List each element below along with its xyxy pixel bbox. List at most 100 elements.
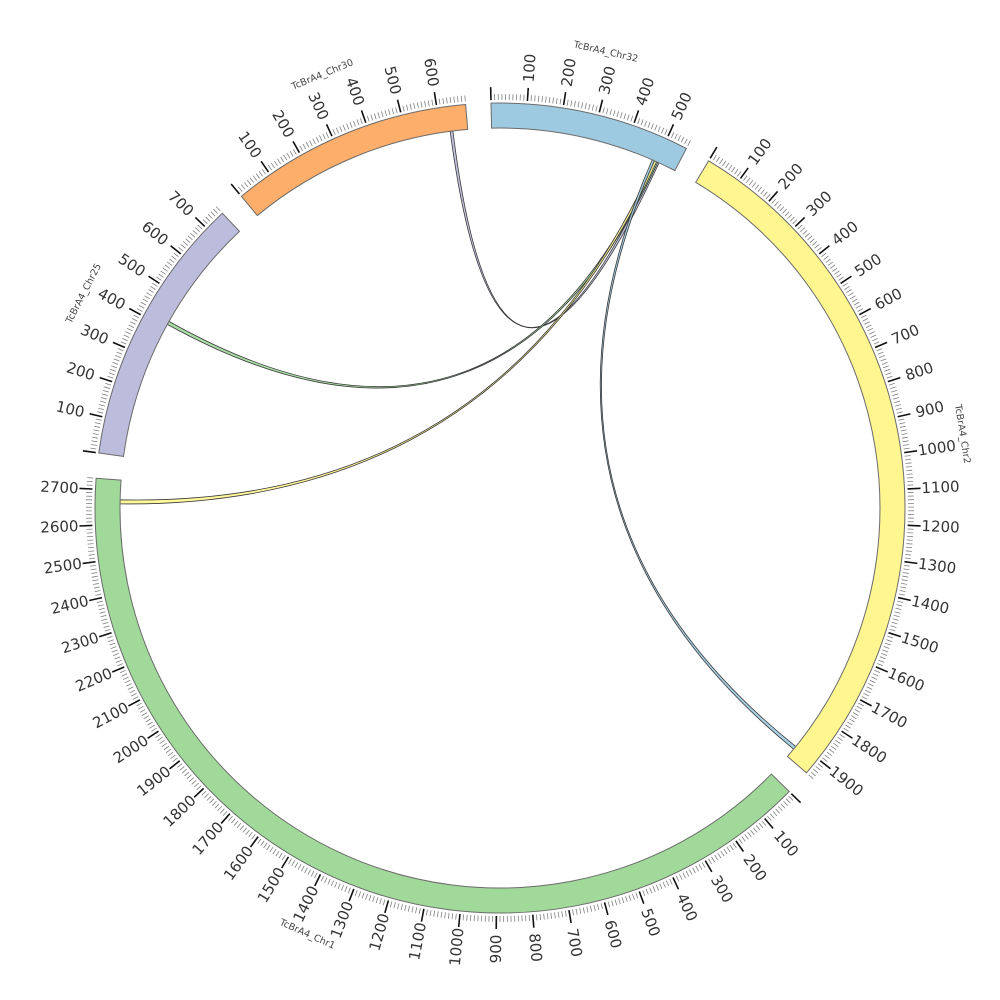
minor-tick (605, 108, 609, 115)
minor-tick (384, 110, 388, 117)
minor-tick (407, 905, 410, 912)
minor-tick (792, 219, 798, 225)
major-tick (531, 914, 535, 928)
minor-tick (258, 171, 263, 177)
minor-tick (113, 653, 119, 656)
minor-tick (602, 107, 605, 114)
tick-label: 500 (851, 250, 885, 281)
minor-tick (124, 679, 131, 684)
minor-tick (365, 893, 368, 900)
major-tick (672, 877, 680, 890)
minor-tick (107, 375, 114, 379)
minor-tick (102, 389, 109, 393)
minor-tick (354, 890, 358, 896)
minor-tick (337, 883, 341, 890)
minor-tick (802, 230, 808, 235)
minor-tick (726, 846, 731, 853)
major-tick (220, 813, 231, 824)
minor-tick (413, 103, 416, 110)
minor-tick (115, 659, 122, 663)
minor-tick (122, 338, 128, 342)
minor-tick (99, 611, 106, 614)
minor-tick (269, 846, 274, 853)
minor-tick (698, 864, 703, 870)
minor-tick (769, 813, 775, 819)
minor-tick (97, 411, 104, 414)
minor-tick (890, 625, 897, 628)
tick-label: 1300 (327, 899, 357, 941)
minor-tick (427, 100, 430, 107)
minor-tick (748, 179, 754, 186)
minor-tick (304, 867, 308, 874)
minor-tick (312, 138, 316, 145)
minor-tick (894, 400, 901, 403)
minor-tick (880, 358, 887, 362)
minor-tick (855, 305, 862, 309)
minor-tick (682, 872, 686, 879)
minor-tick (315, 136, 320, 143)
minor-tick (177, 763, 183, 768)
major-tick (638, 891, 645, 904)
minor-tick (905, 462, 912, 464)
minor-tick (850, 295, 856, 300)
minor-tick (652, 886, 656, 892)
minor-tick (890, 386, 896, 389)
minor-tick (346, 123, 350, 130)
minor-tick (894, 404, 901, 407)
minor-tick (96, 600, 103, 603)
minor-tick (152, 282, 158, 287)
tick-label: 1300 (917, 555, 957, 578)
minor-tick (158, 273, 164, 278)
minor-tick (453, 96, 455, 103)
minor-tick (755, 825, 761, 831)
minor-tick (361, 892, 365, 899)
minor-tick (858, 702, 864, 707)
minor-tick (789, 216, 795, 222)
minor-tick (903, 447, 910, 450)
minor-tick (779, 206, 785, 212)
minor-tick (684, 138, 688, 145)
minor-tick (614, 899, 618, 906)
minor-tick (416, 102, 419, 109)
minor-tick (431, 99, 434, 106)
tick-label: 200 (739, 851, 770, 885)
minor-tick (90, 564, 97, 567)
major-tick (260, 160, 270, 173)
minor-tick (874, 669, 881, 673)
major-tick (111, 666, 125, 673)
minor-tick (163, 745, 170, 751)
minor-tick (788, 795, 794, 801)
minor-tick (155, 733, 161, 738)
chromosome-arc-tcbra4-chr32 (490, 102, 688, 172)
minor-tick (260, 840, 265, 847)
tick-label: 700 (889, 321, 922, 349)
tick-label: 300 (304, 89, 332, 123)
minor-tick (893, 397, 900, 400)
minor-tick (139, 709, 146, 713)
minor-tick (142, 298, 149, 303)
minor-tick (595, 105, 598, 112)
minor-tick (205, 216, 211, 222)
minor-tick (537, 95, 540, 102)
minor-tick (168, 751, 174, 757)
tick-label: 800 (903, 358, 936, 384)
minor-tick (557, 911, 560, 918)
minor-tick (900, 586, 907, 589)
tick-label: 300 (595, 64, 619, 96)
major-tick (904, 560, 918, 565)
minor-tick (319, 135, 323, 142)
minor-tick (746, 177, 751, 184)
minor-tick (751, 182, 757, 188)
tick-label: 1200 (921, 517, 960, 537)
tick-label: 100 (744, 135, 775, 169)
minor-tick (307, 869, 312, 875)
minor-tick (853, 301, 860, 306)
minor-tick (165, 748, 172, 754)
minor-tick (366, 115, 370, 122)
minor-tick (717, 852, 722, 859)
minor-tick (868, 331, 875, 335)
minor-tick (632, 893, 635, 900)
minor-tick (566, 99, 569, 106)
minor-tick (301, 865, 305, 872)
